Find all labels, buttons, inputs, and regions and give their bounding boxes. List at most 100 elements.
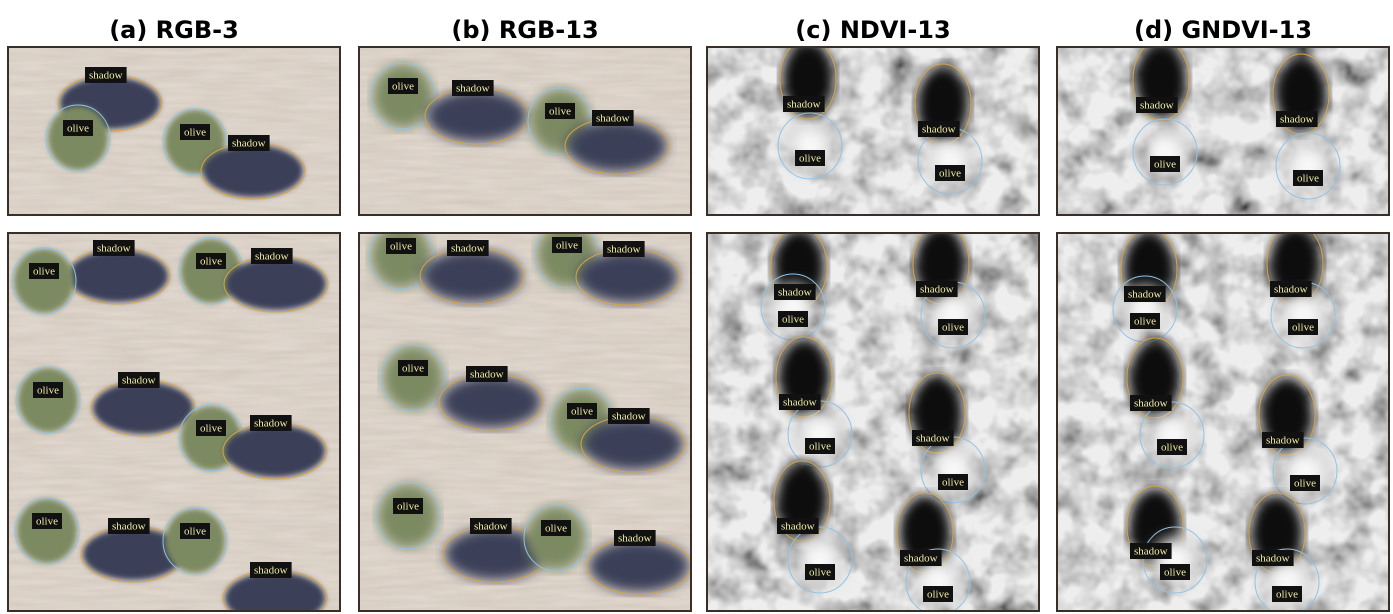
olive-region	[1142, 405, 1202, 465]
region-label: olive	[33, 266, 55, 278]
region-label: shadow	[1128, 289, 1162, 301]
olive-region	[1135, 122, 1195, 182]
shadow-region	[422, 250, 522, 302]
region-label: olive	[799, 153, 821, 165]
region-label: shadow	[787, 99, 821, 111]
region-label: olive	[809, 441, 831, 453]
region-label: shadow	[1274, 284, 1308, 296]
olive-region	[1278, 136, 1338, 196]
region-label: olive	[809, 567, 831, 579]
olive-region	[790, 404, 850, 464]
region-label: shadow	[618, 533, 652, 545]
region-label: olive	[556, 240, 578, 252]
region-label: shadow	[1280, 114, 1314, 126]
region-label: shadow	[254, 418, 288, 430]
olive-region	[18, 368, 78, 432]
shadow-region	[589, 540, 689, 592]
region-label: olive	[1161, 442, 1183, 454]
image-panel	[1057, 40, 1389, 215]
region-label: shadow	[607, 244, 641, 256]
olive-region	[526, 506, 586, 570]
region-label: olive	[184, 526, 206, 538]
region-label: olive	[67, 123, 89, 135]
image-panel	[359, 47, 691, 215]
region-label: shadow	[232, 138, 266, 150]
region-label: shadow	[97, 243, 131, 255]
region-label: olive	[927, 589, 949, 601]
region-label: shadow	[255, 251, 289, 263]
column-title: (a) RGB-3	[109, 16, 239, 44]
region-label: shadow	[456, 83, 490, 95]
region-label: olive	[1276, 589, 1298, 601]
shadow-region	[68, 250, 168, 302]
olive-region	[790, 530, 850, 590]
olive-region	[48, 106, 108, 170]
image-panel	[1057, 224, 1389, 614]
shadow-region	[441, 376, 541, 428]
shadow-region	[203, 145, 303, 197]
region-label: olive	[200, 256, 222, 268]
region-label: olive	[392, 81, 414, 93]
olive-region	[1275, 441, 1335, 501]
region-label: olive	[545, 523, 567, 535]
region-label: olive	[397, 501, 419, 513]
shadow-region	[226, 258, 326, 310]
region-label: shadow	[778, 287, 812, 299]
olive-region	[378, 484, 438, 548]
region-label: olive	[184, 127, 206, 139]
region-label: olive	[1164, 567, 1186, 579]
region-label: shadow	[783, 397, 817, 409]
olive-region	[923, 440, 983, 500]
region-label: shadow	[920, 284, 954, 296]
region-label: shadow	[122, 375, 156, 387]
region-label: shadow	[916, 433, 950, 445]
region-label: shadow	[89, 70, 123, 82]
region-label: olive	[1134, 316, 1156, 328]
region-label: olive	[571, 406, 593, 418]
image-panel	[8, 47, 340, 215]
region-label: olive	[1294, 478, 1316, 490]
olive-region	[780, 116, 840, 176]
shadow-region	[578, 251, 678, 303]
shadow-region	[225, 425, 325, 477]
region-label: shadow	[1256, 553, 1290, 565]
column-title: (b) RGB-13	[451, 16, 598, 44]
region-label: olive	[1297, 173, 1319, 185]
region-label: shadow	[922, 124, 956, 136]
region-label: olive	[200, 423, 222, 435]
region-label: olive	[549, 106, 571, 118]
region-label: shadow	[451, 243, 485, 255]
column-title: (c) NDVI-13	[795, 16, 950, 44]
region-label: olive	[942, 322, 964, 334]
region-label: shadow	[112, 521, 146, 533]
image-panel	[707, 39, 1039, 215]
region-label: shadow	[474, 521, 508, 533]
panel-texture	[1057, 233, 1389, 611]
olive-region	[17, 499, 77, 563]
region-label: shadow	[1134, 398, 1168, 410]
panel-texture	[707, 47, 1039, 215]
shadow-region	[583, 418, 683, 470]
region-label: shadow	[1140, 100, 1174, 112]
shadow-region	[427, 90, 527, 142]
region-label: shadow	[596, 113, 630, 125]
region-label: shadow	[1134, 546, 1168, 558]
figure: (a) RGB-3 shadow olive olive shadow shadow oli…	[0, 0, 1393, 614]
region-label: shadow	[254, 565, 288, 577]
region-label: shadow	[904, 553, 938, 565]
region-label: olive	[36, 516, 58, 528]
olive-region	[165, 509, 225, 573]
region-label: shadow	[1266, 435, 1300, 447]
region-label: shadow	[781, 521, 815, 533]
olive-region	[14, 249, 74, 313]
shadow-region	[93, 382, 193, 434]
panel-texture	[1057, 47, 1389, 215]
region-label: olive	[402, 363, 424, 375]
region-label: olive	[939, 168, 961, 180]
region-label: olive	[1154, 159, 1176, 171]
region-label: olive	[782, 314, 804, 326]
region-label: olive	[942, 477, 964, 489]
shadow-region	[567, 120, 667, 172]
region-label: olive	[37, 385, 59, 397]
column-title: (d) GNDVI-13	[1134, 16, 1312, 44]
